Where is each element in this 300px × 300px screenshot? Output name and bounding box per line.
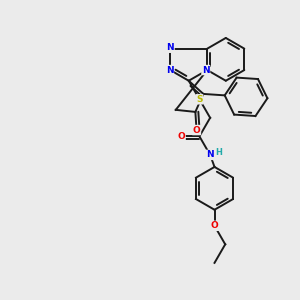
Text: S: S: [196, 95, 203, 104]
Text: N: N: [206, 150, 214, 159]
Text: N: N: [166, 65, 173, 74]
Text: O: O: [211, 221, 218, 230]
Text: O: O: [177, 132, 185, 141]
Text: O: O: [193, 126, 200, 135]
Text: N: N: [167, 43, 174, 52]
Text: H: H: [216, 148, 223, 157]
Text: N: N: [202, 65, 210, 74]
